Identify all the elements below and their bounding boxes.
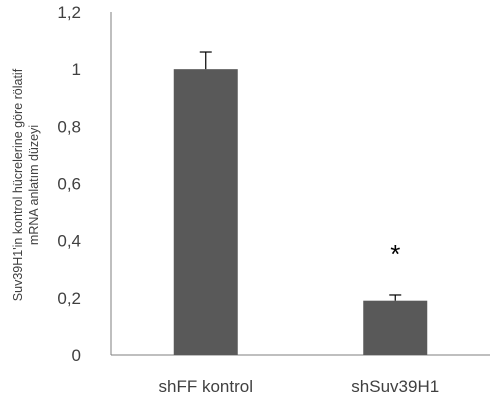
x-category-label: shSuv39H1 <box>351 377 439 396</box>
y-tick-label: 1 <box>72 60 81 79</box>
y-tick-label: 0,4 <box>57 232 81 251</box>
y-axis-label: Suv39H1'in kontrol hücrelerine göre röla… <box>11 68 41 301</box>
bar <box>173 69 238 356</box>
y-tick-label: 1,2 <box>57 3 81 22</box>
y-axis-label-line-1: Suv39H1'in kontrol hücrelerine göre röla… <box>11 68 25 301</box>
y-tick-label: 0,2 <box>57 289 81 308</box>
x-category-label: shFF kontrol <box>159 377 253 396</box>
bar <box>363 300 428 355</box>
plot-area: 0 0,2 0,4 0,6 0,8 1 1,2 shFF kontrol shSuv39H1 * <box>57 3 490 396</box>
y-tick-label: 0,8 <box>57 117 81 136</box>
y-tick-label: 0 <box>72 346 81 365</box>
y-tick-label: 0,6 <box>57 175 81 194</box>
significance-marker: * <box>390 239 400 269</box>
y-axis-label-line-2: mRNA anlatım düzeyi <box>27 125 41 245</box>
